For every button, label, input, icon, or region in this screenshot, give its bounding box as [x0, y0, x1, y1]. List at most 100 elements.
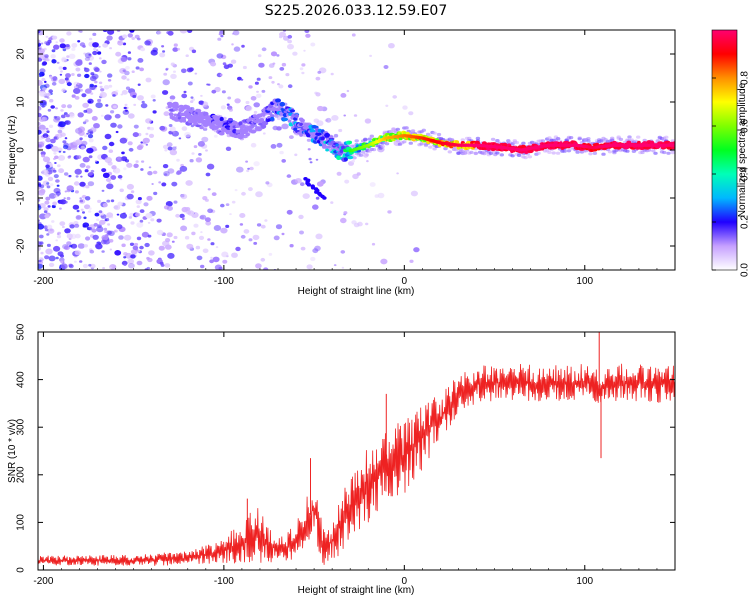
- spectrogram-halo: [369, 134, 374, 138]
- spectrogram-noise-blob: [102, 43, 108, 48]
- spectrogram-noise-blob: [88, 62, 92, 65]
- spectrogram-noise-blob: [122, 34, 128, 39]
- spectrogram-noise-blob: [53, 44, 60, 50]
- spectrogram-noise-blob: [188, 67, 194, 72]
- spectrogram-noise-blob: [119, 137, 128, 144]
- spectrogram-y-tick-label: 10: [16, 96, 27, 108]
- spectrogram-ridge-blob: [336, 155, 342, 160]
- spectrogram-noise-blob: [60, 263, 68, 270]
- snr-x-tick-label: 100: [576, 576, 593, 587]
- spectrogram-noise-blob: [173, 70, 176, 73]
- spectrogram-noise-blob: [102, 267, 105, 270]
- spectrogram-halo: [562, 149, 567, 153]
- spectrogram-ridge-blob: [184, 110, 191, 115]
- spectrogram-noise-blob: [56, 184, 60, 187]
- spectrogram-noise-blob: [184, 131, 192, 138]
- spectrogram-noise-blob: [101, 234, 109, 241]
- spectrogram-noise-blob: [193, 145, 198, 149]
- spectrogram-ridge-blob: [250, 129, 257, 134]
- spectrogram-noise-blob: [89, 249, 95, 254]
- spectrogram-noise-blob: [108, 149, 114, 153]
- spectrogram-noise-blob: [163, 72, 168, 76]
- spectrogram-halo: [443, 147, 448, 151]
- spectrogram-halo: [380, 144, 385, 149]
- spectrogram-noise-blob: [265, 181, 270, 185]
- spectrogram-noise-blob: [250, 142, 257, 148]
- spectrogram-noise-blob: [268, 76, 273, 80]
- spectrogram-noise-blob: [157, 30, 162, 35]
- spectrogram-noise-blob: [85, 236, 91, 241]
- spectrogram-ridge-blob: [227, 117, 233, 122]
- spectrogram-noise-blob: [117, 174, 123, 179]
- spectrogram-halo: [408, 141, 413, 145]
- spectrogram-noise-blob: [151, 183, 154, 185]
- spectrogram-noise-blob: [53, 245, 61, 252]
- spectrogram-noise-blob: [108, 141, 115, 147]
- spectrogram-noise-blob: [110, 199, 115, 203]
- spectrogram-noise-blob: [40, 54, 46, 59]
- spectrogram-noise-blob: [207, 188, 211, 191]
- spectrogram-noise-blob: [260, 257, 266, 262]
- spectrogram-halo: [633, 139, 639, 143]
- chart-title: S225.2026.033.12.59.E07: [265, 3, 448, 19]
- spectrogram-noise-blob: [383, 65, 389, 69]
- spectrogram-halo: [337, 141, 342, 145]
- spectrogram-noise-blob: [231, 252, 238, 258]
- spectrogram-noise-blob: [38, 107, 42, 111]
- spectrogram-noise-blob: [39, 257, 44, 261]
- spectrogram-noise-blob: [225, 203, 230, 207]
- spectrogram-noise-blob: [217, 37, 222, 41]
- spectrogram-ridge-blob: [173, 108, 178, 111]
- spectrogram-noise-blob: [140, 141, 143, 144]
- spectrogram-noise-blob: [39, 101, 47, 108]
- spectrogram-noise-blob: [55, 239, 58, 242]
- spectrogram-noise-blob: [195, 157, 203, 163]
- snr-y-tick-label: 200: [16, 466, 27, 483]
- spectrogram-noise-blob: [194, 72, 198, 75]
- spectrogram-noise-blob: [73, 88, 81, 94]
- spectrogram-noise-blob: [128, 216, 133, 219]
- snr-series-line: [38, 363, 675, 566]
- spectrogram-noise-blob: [58, 168, 65, 174]
- spectrogram-noise-blob: [107, 79, 112, 82]
- spectrogram-noise-blob: [123, 167, 127, 171]
- spectrogram-noise-blob: [92, 42, 99, 48]
- spectrogram-noise-blob: [61, 56, 67, 62]
- snr-y-tick-label: 100: [16, 514, 27, 531]
- spectrogram-noise-blob: [310, 256, 316, 262]
- spectrogram-noise-blob: [256, 223, 262, 227]
- spectrogram-noise-blob: [181, 68, 187, 74]
- spectrogram-noise-blob: [44, 200, 50, 205]
- spectrogram-noise-blob: [53, 152, 57, 155]
- spectrogram-noise-blob: [126, 193, 134, 200]
- spectrogram-noise-blob: [145, 212, 153, 219]
- spectrogram-noise-blob: [140, 47, 146, 52]
- spectrogram-noise-blob: [317, 70, 322, 74]
- spectrogram-noise-blob: [98, 210, 103, 214]
- spectrogram-noise-blob: [59, 221, 66, 227]
- spectrogram-noise-blob: [59, 38, 65, 43]
- spectrogram-halo: [354, 139, 359, 143]
- spectrogram-noise-blob: [88, 172, 93, 176]
- spectrogram-noise-blob: [153, 191, 158, 196]
- spectrogram-ridge-blob: [294, 113, 299, 119]
- spectrogram-noise-blob: [80, 145, 86, 150]
- spectrogram-noise-blob: [94, 85, 98, 88]
- spectrogram-noise-blob: [38, 80, 43, 86]
- spectrogram-noise-blob: [60, 114, 66, 119]
- spectrogram-noise-blob: [90, 72, 95, 76]
- spectrogram-noise-blob: [83, 109, 88, 113]
- spectrogram-noise-blob: [93, 123, 100, 129]
- spectrogram-noise-blob: [94, 160, 98, 163]
- spectrogram-noise-blob: [315, 196, 320, 200]
- spectrogram-noise-blob: [286, 209, 293, 215]
- spectrogram-noise-blob: [207, 208, 214, 214]
- spectrogram-noise-blob: [341, 266, 345, 269]
- spectrogram-noise-blob: [268, 63, 275, 68]
- spectrogram-noise-blob: [62, 48, 67, 52]
- spectrogram-noise-blob: [44, 228, 49, 232]
- spectrogram-halo: [527, 155, 533, 159]
- spectrogram-noise-blob: [93, 47, 97, 51]
- spectrogram-noise-blob: [218, 33, 222, 36]
- spectrogram-noise-blob: [66, 55, 70, 58]
